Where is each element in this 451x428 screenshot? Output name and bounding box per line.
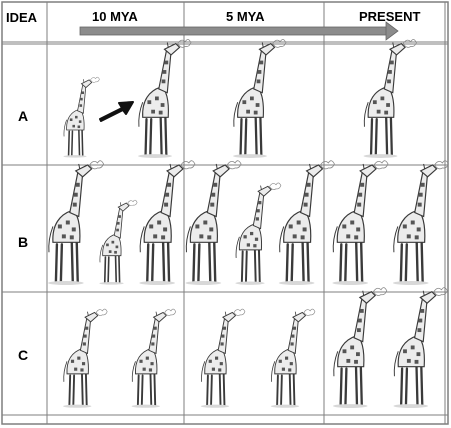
giraffe-icon <box>63 76 100 158</box>
giraffe-icon <box>332 160 389 285</box>
giraffe-icon <box>232 39 287 158</box>
giraffe-icon <box>47 160 104 285</box>
giraffe-icon <box>278 160 335 285</box>
row-label-b: B <box>18 234 29 250</box>
row-label-a: A <box>18 108 29 124</box>
row-label-c: C <box>18 347 29 363</box>
timeline-arrow-head <box>385 21 399 41</box>
giraffe-icon <box>363 39 417 158</box>
giraffe-icon <box>139 160 196 285</box>
giraffe-icon <box>200 308 246 408</box>
giraffe-icon <box>393 287 448 408</box>
timeline-label-10mya: 10 MYA <box>92 9 138 24</box>
giraffe-icon <box>235 182 282 285</box>
giraffe-layer <box>47 39 449 408</box>
timeline-label-present: PRESENT <box>359 9 421 24</box>
giraffe-icon <box>137 39 192 158</box>
giraffe-icon <box>332 287 388 408</box>
giraffe-icon <box>185 160 242 285</box>
giraffe-icon <box>392 160 449 285</box>
giraffe-icon <box>131 308 177 408</box>
growth-arrow-icon <box>99 101 134 122</box>
timeline-label-5mya: 5 MYA <box>226 9 265 24</box>
giraffe-icon <box>99 199 138 285</box>
timeline-arrow-shaft <box>79 26 389 36</box>
giraffe-icon <box>63 308 108 408</box>
giraffe-icon <box>270 308 316 408</box>
idea-column-header: IDEA <box>6 10 38 25</box>
